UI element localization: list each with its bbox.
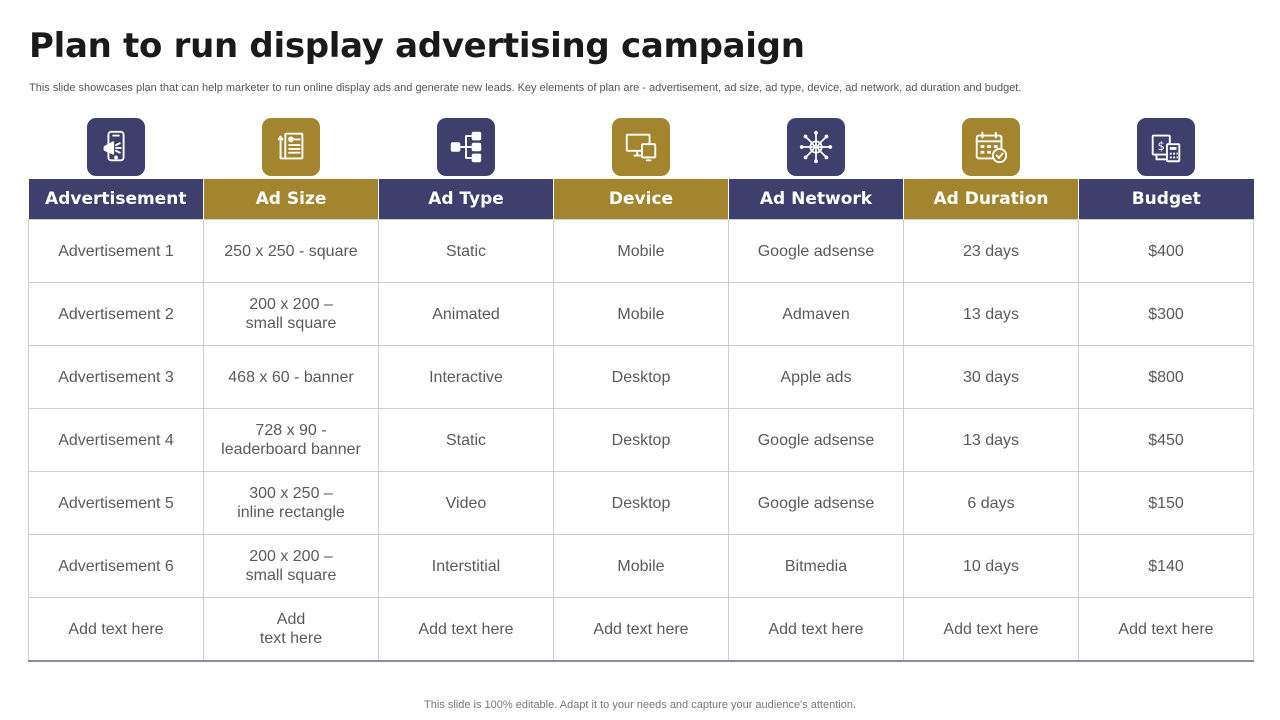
cell-ad-network: Apple ads xyxy=(728,345,904,409)
cell-device: Mobile xyxy=(553,282,729,346)
cell-budget: $400 xyxy=(1078,219,1254,283)
cell-ad-size: 468 x 60 - banner xyxy=(203,345,379,409)
table-body: Advertisement 1 250 x 250 - square Static M… xyxy=(28,219,1254,662)
cell-ad-type: Interactive xyxy=(378,345,554,409)
header-budget: Budget xyxy=(1078,179,1254,220)
icon-row: $ xyxy=(28,118,1253,176)
cell-ad-duration: 13 days xyxy=(903,282,1079,346)
cell-ad-type: Add text here xyxy=(378,597,554,662)
cell-advertisement: Advertisement 1 xyxy=(28,219,204,283)
cell-ad-duration: 23 days xyxy=(903,219,1079,283)
cell-ad-type: Video xyxy=(378,471,554,535)
cell-device: Desktop xyxy=(553,471,729,535)
table-row: Advertisement 6 200 x 200 – small square I… xyxy=(28,534,1254,598)
cell-ad-duration: 10 days xyxy=(903,534,1079,598)
campaign-plan-table: Advertisement Ad Size Ad Type Device Ad … xyxy=(28,179,1254,662)
cell-ad-type: Animated xyxy=(378,282,554,346)
page-subtitle: This slide showcases plan that can help … xyxy=(29,82,1022,94)
cell-ad-duration: 30 days xyxy=(903,345,1079,409)
cell-ad-size: 728 x 90 - leaderboard banner xyxy=(203,408,379,472)
cell-budget: $300 xyxy=(1078,282,1254,346)
table-row: Add text here Add text here Add text here A… xyxy=(28,597,1254,662)
cell-device: Mobile xyxy=(553,534,729,598)
hierarchy-icon xyxy=(436,118,495,176)
header-ad-size: Ad Size xyxy=(203,179,379,220)
table-row: Advertisement 4 728 x 90 - leaderboard ba… xyxy=(28,408,1254,472)
page-title: Plan to run display advertising campaign xyxy=(29,26,805,66)
budget-calculator-icon: $ xyxy=(1136,118,1195,176)
document-size-icon xyxy=(261,118,320,176)
cell-ad-size: 200 x 200 – small square xyxy=(203,282,379,346)
cell-device: Mobile xyxy=(553,219,729,283)
cell-budget: $140 xyxy=(1078,534,1254,598)
cell-ad-duration: 6 days xyxy=(903,471,1079,535)
network-icon xyxy=(786,118,845,176)
table-row: Advertisement 1 250 x 250 - square Static M… xyxy=(28,219,1254,283)
cell-device: Add text here xyxy=(553,597,729,662)
header-ad-type: Ad Type xyxy=(378,179,554,220)
cell-budget: Add text here xyxy=(1078,597,1254,662)
cell-ad-network: Google adsense xyxy=(728,219,904,283)
cell-advertisement: Advertisement 6 xyxy=(28,534,204,598)
cell-ad-network: Google adsense xyxy=(728,408,904,472)
devices-icon xyxy=(611,118,670,176)
header-device: Device xyxy=(553,179,729,220)
cell-budget: $150 xyxy=(1078,471,1254,535)
header-advertisement: Advertisement xyxy=(28,179,204,220)
cell-advertisement: Advertisement 3 xyxy=(28,345,204,409)
cell-device: Desktop xyxy=(553,408,729,472)
cell-budget: $450 xyxy=(1078,408,1254,472)
cell-advertisement: Advertisement 5 xyxy=(28,471,204,535)
cell-ad-size: 250 x 250 - square xyxy=(203,219,379,283)
cell-ad-duration: Add text here xyxy=(903,597,1079,662)
cell-advertisement: Advertisement 4 xyxy=(28,408,204,472)
svg-text:$: $ xyxy=(1157,139,1164,153)
cell-ad-type: Interstitial xyxy=(378,534,554,598)
smartphone-megaphone-icon xyxy=(86,118,145,176)
cell-advertisement: Advertisement 2 xyxy=(28,282,204,346)
header-ad-duration: Ad Duration xyxy=(903,179,1079,220)
cell-ad-size: Add text here xyxy=(203,597,379,662)
cell-ad-size: 200 x 200 – small square xyxy=(203,534,379,598)
table-row: Advertisement 5 300 x 250 – inline rectan… xyxy=(28,471,1254,535)
cell-ad-type: Static xyxy=(378,219,554,283)
header-ad-network: Ad Network xyxy=(728,179,904,220)
footer-note: This slide is 100% editable. Adapt it to… xyxy=(424,699,856,711)
cell-budget: $800 xyxy=(1078,345,1254,409)
cell-ad-network: Bitmedia xyxy=(728,534,904,598)
cell-ad-network: Add text here xyxy=(728,597,904,662)
cell-advertisement: Add text here xyxy=(28,597,204,662)
cell-ad-type: Static xyxy=(378,408,554,472)
cell-ad-network: Google adsense xyxy=(728,471,904,535)
table-row: Advertisement 2 200 x 200 – small square A… xyxy=(28,282,1254,346)
cell-ad-network: Admaven xyxy=(728,282,904,346)
cell-ad-duration: 13 days xyxy=(903,408,1079,472)
header-row: Advertisement Ad Size Ad Type Device Ad … xyxy=(28,179,1254,220)
calendar-clock-icon xyxy=(961,118,1020,176)
table-row: Advertisement 3 468 x 60 - banner Interact… xyxy=(28,345,1254,409)
cell-device: Desktop xyxy=(553,345,729,409)
cell-ad-size: 300 x 250 – inline rectangle xyxy=(203,471,379,535)
